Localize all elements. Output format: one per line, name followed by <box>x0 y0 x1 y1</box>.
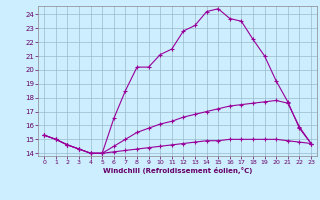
X-axis label: Windchill (Refroidissement éolien,°C): Windchill (Refroidissement éolien,°C) <box>103 167 252 174</box>
